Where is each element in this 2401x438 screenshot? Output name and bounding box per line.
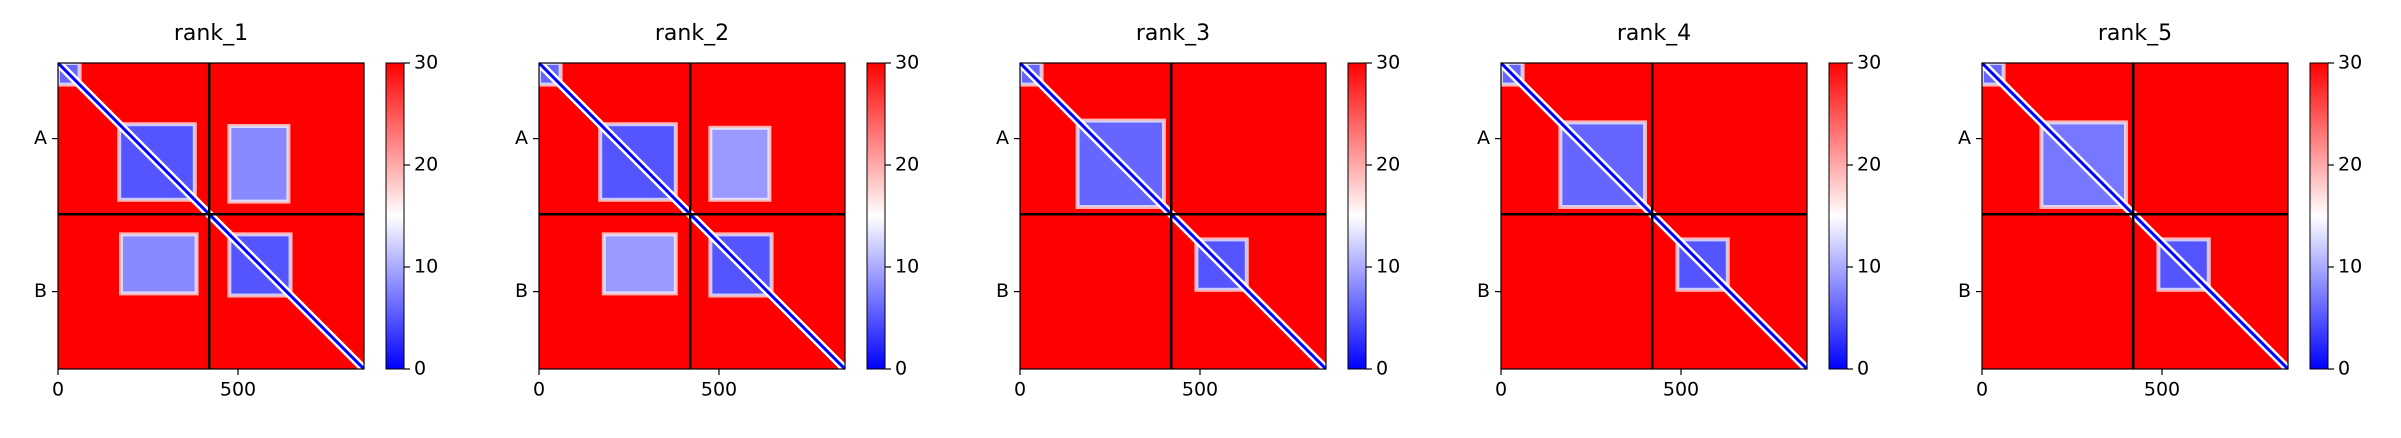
plot-frame bbox=[57, 62, 365, 370]
colorbar-tick-label: 0 bbox=[414, 358, 426, 380]
y-tick-label: A bbox=[34, 127, 47, 149]
colorbar-tick-label: 30 bbox=[2338, 52, 2362, 74]
y-tick-label: A bbox=[515, 127, 528, 149]
panel-title: rank_4 bbox=[1617, 21, 1691, 46]
x-tick-label: 500 bbox=[701, 379, 737, 401]
y-tick-label: A bbox=[1958, 127, 1971, 149]
colorbar-tick-label: 0 bbox=[1857, 358, 1869, 380]
plot-frame bbox=[538, 62, 846, 370]
colorbar-tick-label: 0 bbox=[2338, 358, 2350, 380]
y-tick-label: B bbox=[996, 280, 1009, 302]
x-tick-label: 500 bbox=[220, 379, 256, 401]
x-tick-label: 0 bbox=[1976, 379, 1988, 401]
x-tick-label: 500 bbox=[1663, 379, 1699, 401]
heatmap bbox=[1982, 63, 2288, 369]
colorbar-tick-label: 0 bbox=[895, 358, 907, 380]
heatmap-block bbox=[708, 125, 772, 202]
heatmap bbox=[58, 63, 364, 369]
heatmap bbox=[1020, 63, 1326, 369]
colorbar-tick-label: 10 bbox=[1376, 256, 1400, 278]
colorbar bbox=[2309, 62, 2329, 370]
colorbar-tick-label: 30 bbox=[414, 52, 438, 74]
colorbar-tick-label: 20 bbox=[1857, 154, 1881, 176]
plot-frame bbox=[1500, 62, 1808, 370]
colorbar-tick-label: 20 bbox=[895, 154, 919, 176]
y-tick-label: B bbox=[515, 280, 528, 302]
colorbar bbox=[1347, 62, 1367, 370]
x-tick-label: 500 bbox=[2144, 379, 2180, 401]
x-tick-label: 500 bbox=[1182, 379, 1218, 401]
plot-frame bbox=[1019, 62, 1327, 370]
diagonal bbox=[1020, 63, 1326, 369]
colorbar-tick-label: 10 bbox=[895, 256, 919, 278]
colorbar-tick-label: 20 bbox=[1376, 154, 1400, 176]
panel-title: rank_5 bbox=[2098, 21, 2172, 46]
panel-title: rank_3 bbox=[1136, 21, 1210, 46]
colorbar-tick-label: 10 bbox=[2338, 256, 2362, 278]
y-tick-label: B bbox=[34, 280, 47, 302]
diagonal bbox=[1501, 63, 1807, 369]
x-tick-label: 0 bbox=[1014, 379, 1026, 401]
colorbar bbox=[1828, 62, 1848, 370]
y-tick-label: A bbox=[996, 127, 1009, 149]
colorbar-tick-label: 20 bbox=[414, 154, 438, 176]
colorbar-tick-label: 0 bbox=[1376, 358, 1388, 380]
y-tick-label: A bbox=[1477, 127, 1490, 149]
plot-frame bbox=[1981, 62, 2289, 370]
x-tick-label: 0 bbox=[1495, 379, 1507, 401]
diagonal bbox=[1982, 63, 2288, 369]
panel-title: rank_2 bbox=[655, 21, 729, 46]
colorbar-tick-label: 20 bbox=[2338, 154, 2362, 176]
panel-title: rank_1 bbox=[174, 21, 248, 46]
colorbar-tick-label: 10 bbox=[414, 256, 438, 278]
colorbar-tick-label: 30 bbox=[1376, 52, 1400, 74]
diagonal bbox=[58, 63, 364, 369]
heatmap-block bbox=[601, 232, 678, 296]
heatmap-block bbox=[227, 124, 291, 204]
colorbar-tick-label: 10 bbox=[1857, 256, 1881, 278]
heatmap-block bbox=[119, 232, 199, 296]
heatmap bbox=[1501, 63, 1807, 369]
heatmap bbox=[539, 63, 845, 369]
colorbar bbox=[385, 62, 405, 370]
y-tick-label: B bbox=[1958, 280, 1971, 302]
colorbar-tick-label: 30 bbox=[1857, 52, 1881, 74]
x-tick-label: 0 bbox=[533, 379, 545, 401]
colorbar bbox=[866, 62, 886, 370]
y-tick-label: B bbox=[1477, 280, 1490, 302]
diagonal bbox=[539, 63, 845, 369]
colorbar-tick-label: 30 bbox=[895, 52, 919, 74]
x-tick-label: 0 bbox=[52, 379, 64, 401]
